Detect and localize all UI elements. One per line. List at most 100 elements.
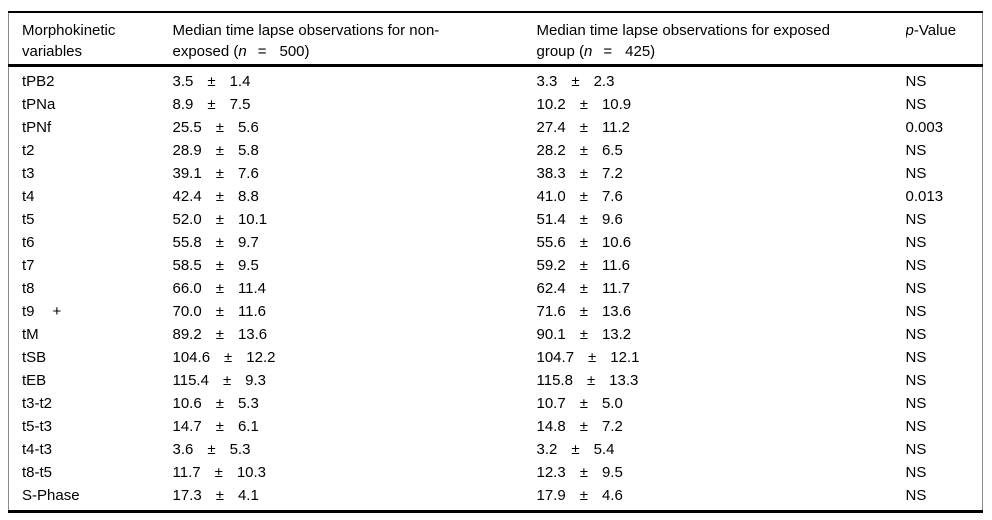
- table-row: t7 58.5 ±9.5 59.2 ±11.6 NS: [9, 254, 983, 277]
- nonexposed-sd: 10.3: [236, 464, 267, 481]
- exposed-sd: 5.4: [593, 441, 615, 458]
- n-italic: n: [584, 43, 593, 60]
- plus-minus-icon: ±: [588, 349, 597, 366]
- nonexposed-sd: 5.6: [237, 119, 259, 136]
- pvalue-cell: NS: [906, 208, 983, 231]
- nonexposed-cell: 17.3 ±4.1: [173, 484, 537, 512]
- exposed-sd: 7.2: [601, 165, 623, 182]
- nonexposed-sd: 5.8: [237, 142, 259, 159]
- pvalue-label: NS: [905, 487, 927, 504]
- pvalue-label: NS: [905, 257, 927, 274]
- nonexposed-cell: 89.2 ±13.6: [173, 323, 537, 346]
- variable-cell: tSB: [9, 346, 173, 369]
- header-row: Morphokinetic variables Median time laps…: [8, 12, 983, 67]
- variable-label: t5-t3: [22, 418, 53, 435]
- table-header: Morphokinetic variables Median time laps…: [8, 12, 983, 67]
- nonexposed-cell: 14.7 ±6.1: [173, 415, 537, 438]
- table-row: tPNa 8.9 ±7.5 10.2 ±10.9 NS: [9, 93, 983, 116]
- header-exposed-line2: group (n = 425): [536, 43, 656, 60]
- p-italic: p: [905, 22, 914, 39]
- exposed-sd: 10.9: [601, 96, 632, 113]
- exposed-sd: 5.0: [601, 395, 623, 412]
- exposed-cell: 10.2 ±10.9: [537, 93, 906, 116]
- variable-cell: tEB: [9, 369, 173, 392]
- nonexposed-sd: 5.3: [229, 441, 251, 458]
- pvalue-rest: -Value: [913, 22, 957, 39]
- plus-minus-icon: ±: [579, 464, 588, 481]
- table-row: tEB 115.4 ±9.3 115.8 ±13.3 NS: [9, 369, 983, 392]
- pvalue-label: NS: [905, 372, 927, 389]
- variable-cell: tPNf: [9, 116, 173, 139]
- variable-cell: t5-t3: [9, 415, 173, 438]
- nonexposed-count: 500): [279, 43, 310, 60]
- nonexposed-sd: 9.7: [237, 234, 259, 251]
- pvalue-label: NS: [905, 280, 927, 297]
- table-row: S-Phase 17.3 ±4.1 17.9 ±4.6 NS: [9, 484, 983, 512]
- plus-minus-icon: ±: [215, 234, 224, 251]
- exposed-cell: 12.3 ±9.5: [537, 461, 906, 484]
- variable-label: t6: [22, 234, 35, 251]
- nonexposed-mean: 11.7: [172, 464, 201, 481]
- exposed-sd: 9.5: [601, 464, 623, 481]
- equals-sign: =: [257, 43, 267, 60]
- table-row: t8 66.0 ±11.4 62.4 ±11.7 NS: [9, 277, 983, 300]
- pvalue-cell: NS: [906, 93, 983, 116]
- nonexposed-mean: 115.4: [172, 372, 209, 389]
- nonexposed-sd: 6.1: [237, 418, 259, 435]
- pvalue-label: NS: [905, 96, 927, 113]
- exposed-mean: 38.3: [536, 165, 566, 182]
- pvalue-label: NS: [905, 418, 927, 435]
- nonexposed-mean: 8.9: [172, 96, 194, 113]
- pvalue-cell: NS: [906, 484, 983, 512]
- plus-minus-icon: ±: [207, 96, 216, 113]
- variable-cell: tPB2: [9, 66, 173, 94]
- exposed-cell: 104.7 ±12.1: [537, 346, 906, 369]
- nonexposed-cell: 52.0 ±10.1: [173, 208, 537, 231]
- nonexposed-cell: 66.0 ±11.4: [173, 277, 537, 300]
- plus-minus-icon: ±: [215, 326, 224, 343]
- pvalue-cell: 0.013: [906, 185, 983, 208]
- nonexposed-cell: 3.5 ±1.4: [173, 66, 537, 94]
- pvalue-label: NS: [905, 234, 927, 251]
- pvalue-cell: NS: [906, 231, 983, 254]
- plus-minus-icon: ±: [215, 257, 224, 274]
- plus-minus-icon: ±: [579, 280, 588, 297]
- table-row: tPB2 3.5 ±1.4 3.3 ±2.3 NS: [9, 66, 983, 94]
- variable-label: t8: [22, 280, 35, 297]
- exposed-mean: 41.0: [536, 188, 566, 205]
- exposed-cell: 17.9 ±4.6: [537, 484, 906, 512]
- header-variables-line2: variables: [22, 43, 83, 60]
- exposed-mean: 14.8: [536, 418, 566, 435]
- nonexposed-mean: 39.1: [172, 165, 202, 182]
- exposed-mean: 115.8: [536, 372, 573, 389]
- nonexposed-sd: 4.1: [237, 487, 259, 504]
- table-row: t8-t5 11.7 ±10.3 12.3 ±9.5 NS: [9, 461, 983, 484]
- plus-minus-icon: ±: [571, 73, 580, 90]
- nonexposed-sd: 11.6: [237, 303, 267, 320]
- pvalue-cell: NS: [906, 66, 983, 94]
- variable-cell: t3: [9, 162, 173, 185]
- variable-cell: tPNa: [9, 93, 173, 116]
- nonexposed-mean: 104.6: [172, 349, 211, 366]
- variable-cell: t5: [9, 208, 173, 231]
- plus-minus-icon: ±: [215, 188, 224, 205]
- pvalue-cell: NS: [906, 461, 983, 484]
- exposed-sd: 12.1: [610, 349, 640, 366]
- nonexposed-sd: 12.2: [246, 349, 276, 366]
- header-pvalue: p-Value: [905, 12, 983, 67]
- plus-minus-icon: ±: [579, 165, 588, 182]
- variable-label: t3-t2: [22, 395, 53, 412]
- exposed-sd: 6.5: [601, 142, 623, 159]
- nonexposed-cell: 42.4 ±8.8: [173, 185, 537, 208]
- exposed-count: 425): [625, 43, 656, 60]
- exposed-sd: 2.3: [593, 73, 615, 90]
- exposed-cell: 28.2 ±6.5: [537, 139, 906, 162]
- pvalue-cell: NS: [906, 139, 983, 162]
- nonexposed-mean: 52.0: [172, 211, 202, 228]
- variable-cell: S-Phase: [9, 484, 173, 512]
- nonexposed-mean: 25.5: [172, 119, 202, 136]
- nonexposed-cell: 58.5 ±9.5: [173, 254, 537, 277]
- plus-minus-icon: ±: [215, 142, 224, 159]
- plus-minus-icon: ±: [579, 188, 588, 205]
- nonexposed-cell: 3.6 ±5.3: [173, 438, 537, 461]
